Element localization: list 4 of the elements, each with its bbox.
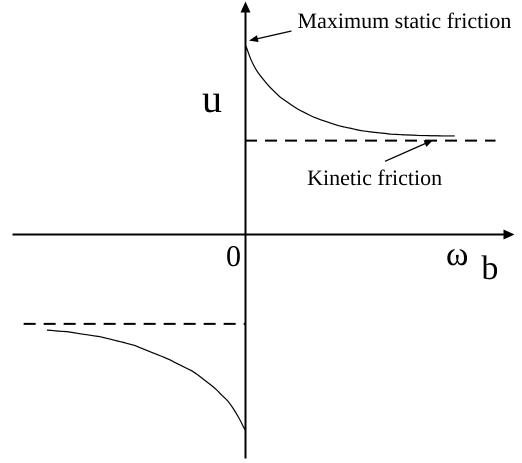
annotation: 0: [226, 240, 242, 273]
y-axis-title: u: [202, 76, 222, 122]
annotation: Kinetic friction: [307, 165, 442, 190]
text: Maximum static friction: [298, 8, 512, 34]
